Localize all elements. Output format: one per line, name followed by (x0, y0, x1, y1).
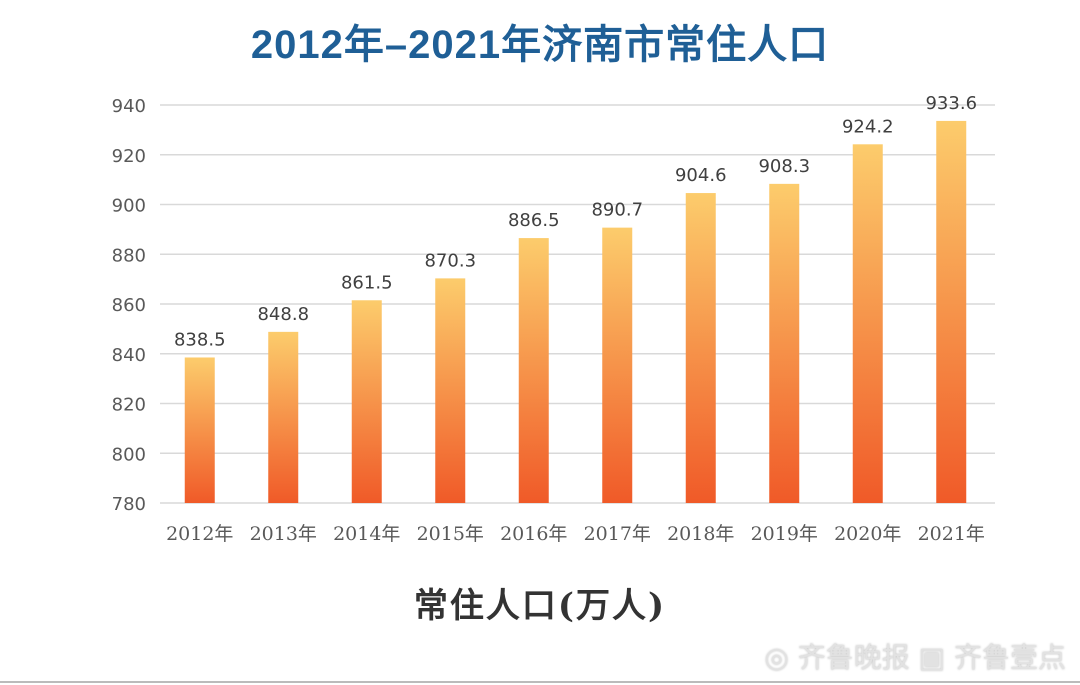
x-tick-label: 2015年 (417, 523, 484, 545)
y-tick-label: 840 (112, 345, 146, 366)
bar (769, 183, 800, 503)
y-tick-label: 880 (112, 245, 146, 266)
y-tick-label: 800 (112, 444, 146, 465)
y-tick-label: 900 (112, 196, 146, 217)
data-label: 870.3 (424, 250, 476, 271)
y-tick-label: 820 (112, 395, 146, 416)
bar-chart: 780 800 820 840 860 880 900 920 940 838.5 2012年 848… (112, 93, 995, 545)
watermark-logo: ◎ 齐鲁晚报 ▣ 齐鲁壹点 (764, 641, 1066, 674)
chart-title: 2012年–2021年济南市常住人口 (250, 23, 830, 67)
y-tick-label: 920 (112, 146, 146, 167)
y-tick-label: 780 (112, 494, 146, 515)
x-tick-label: 2012年 (166, 523, 233, 545)
x-tick-label: 2020年 (834, 523, 901, 545)
bar (518, 238, 549, 504)
x-tick-label: 2013年 (250, 523, 317, 545)
y-tick-label: 940 (112, 96, 146, 117)
x-tick-label: 2019年 (751, 523, 818, 545)
data-label: 838.5 (174, 329, 226, 350)
bar (852, 144, 883, 504)
data-label: 924.2 (842, 116, 894, 137)
x-tick-label: 2016年 (500, 523, 567, 545)
data-label: 908.3 (758, 156, 810, 177)
y-tick-label: 860 (112, 295, 146, 316)
bar (936, 120, 967, 504)
bar (685, 193, 716, 503)
data-label: 933.6 (925, 93, 977, 114)
data-label: 861.5 (341, 272, 393, 293)
data-label: 890.7 (591, 200, 643, 221)
bar (268, 331, 299, 503)
data-label: 848.8 (257, 304, 309, 325)
x-tick-label: 2021年 (918, 523, 985, 545)
data-label: 886.5 (508, 210, 560, 231)
x-axis-label: 常住人口(万人) (413, 586, 667, 626)
bar (351, 300, 382, 503)
bar (602, 227, 633, 504)
divider (0, 681, 1080, 683)
x-tick-label: 2017年 (584, 523, 651, 545)
bar (184, 357, 215, 503)
x-tick-label: 2014年 (333, 523, 400, 545)
x-tick-label: 2018年 (667, 523, 734, 545)
data-label: 904.6 (675, 165, 727, 186)
bar (435, 278, 466, 503)
